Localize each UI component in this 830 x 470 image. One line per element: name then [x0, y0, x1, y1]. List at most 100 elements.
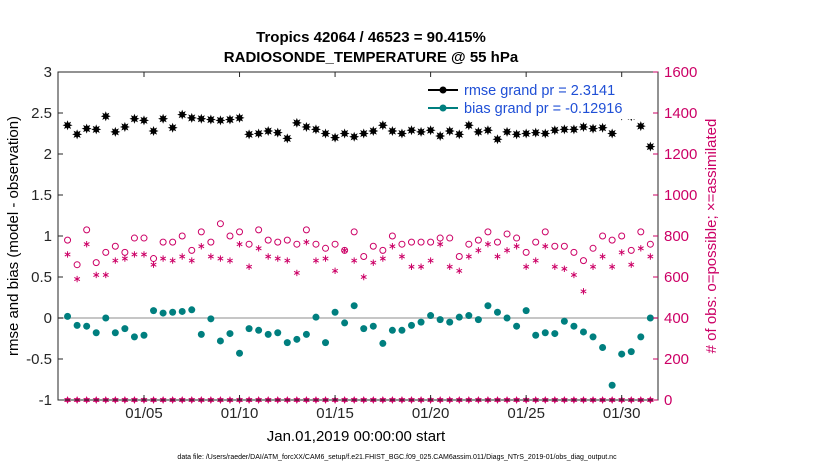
right-tick-label-4: 600 — [664, 269, 689, 286]
assimilated-point-57 — [599, 253, 606, 260]
possible-point-31 — [350, 228, 358, 236]
possible-point-45 — [484, 228, 492, 236]
bias-point-43 — [465, 312, 473, 320]
possible-point-13 — [178, 232, 186, 240]
possible-point-54 — [570, 248, 578, 256]
assimilated-point-37 — [408, 263, 415, 270]
possible-point-36 — [398, 240, 406, 248]
possible-point-55 — [579, 257, 587, 265]
bias-point-1 — [64, 312, 72, 320]
assimilated-point-2 — [74, 275, 81, 283]
rmse-point-47 — [502, 126, 513, 137]
rmse-point-40 — [435, 130, 446, 141]
assimilated-point-23 — [274, 255, 281, 262]
bias-point-37 — [408, 321, 416, 329]
possible-point-24 — [283, 236, 291, 244]
rmse-point-13 — [177, 109, 188, 120]
rmse-point-52 — [549, 125, 560, 136]
rmse-point-51 — [540, 128, 551, 139]
bias-point-53 — [560, 317, 568, 325]
rmse-point-21 — [253, 128, 264, 139]
rmse-point-23 — [272, 127, 283, 138]
assimilated-point-52 — [551, 263, 558, 270]
possible-point-56 — [589, 244, 597, 252]
possible-point-34 — [379, 246, 387, 254]
assimilated-point-58 — [609, 263, 616, 270]
rmse-point-33 — [368, 126, 379, 137]
assimilated-point-43 — [465, 253, 472, 260]
possible-point-35 — [388, 232, 396, 240]
bias-point-4 — [92, 329, 100, 337]
assimilated-point-10 — [150, 261, 157, 268]
rmse-point-22 — [263, 126, 274, 137]
assimilated-point-15 — [198, 243, 205, 250]
possible-point-39 — [427, 238, 435, 246]
rmse-point-58 — [607, 128, 618, 139]
assimilated-point-31 — [351, 257, 358, 264]
possible-point-9 — [140, 234, 148, 242]
x-tick-label-3: 01/15 — [316, 405, 354, 422]
bias-point-30 — [341, 319, 349, 327]
rmse-point-41 — [444, 126, 455, 137]
bias-point-7 — [121, 325, 129, 333]
x-axis-label: Jan.01,2019 00:00:00 start — [267, 428, 446, 445]
rmse-point-31 — [349, 131, 360, 142]
bias-point-34 — [379, 339, 387, 347]
assimilated-point-32 — [360, 273, 367, 281]
rmse-point-55 — [578, 121, 589, 132]
rmse-point-17 — [215, 115, 226, 126]
data-marks — [62, 109, 656, 404]
bias-point-31 — [350, 302, 358, 310]
rmse-point-18 — [224, 114, 235, 125]
x-tick-label-1: 01/05 — [125, 405, 163, 422]
assimilated-point-42 — [456, 267, 463, 275]
possible-point-6 — [111, 242, 119, 250]
rmse-point-49 — [521, 128, 532, 139]
left-tick-label-1: -1 — [39, 392, 52, 409]
x-tick-label-5: 01/25 — [507, 405, 545, 422]
bias-point-21 — [255, 326, 263, 334]
possible-point-3 — [83, 226, 91, 234]
rmse-point-39 — [425, 125, 436, 136]
bias-point-60 — [627, 348, 635, 356]
assimilated-point-3 — [83, 241, 90, 248]
rmse-point-5 — [100, 111, 111, 122]
assimilated-point-46 — [494, 253, 501, 260]
possible-point-32 — [360, 253, 368, 260]
bias-point-44 — [474, 316, 482, 324]
plot-area — [58, 72, 658, 400]
assimilated-point-24 — [284, 257, 291, 264]
rmse-point-10 — [148, 126, 159, 137]
bias-point-57 — [599, 344, 607, 352]
assimilated-point-4 — [93, 271, 100, 279]
possible-point-37 — [408, 238, 416, 246]
possible-point-58 — [608, 236, 616, 244]
bias-point-56 — [589, 333, 597, 341]
possible-point-53 — [560, 242, 568, 250]
possible-point-25 — [293, 240, 301, 248]
assimilated-point-45 — [484, 241, 491, 248]
assimilated-point-16 — [207, 253, 214, 260]
left-tick-label-6: 1.5 — [31, 187, 52, 204]
right-tick-label-7: 1200 — [664, 146, 697, 163]
rmse-point-45 — [482, 125, 493, 136]
possible-point-60 — [627, 246, 635, 254]
assimilated-point-21 — [255, 245, 262, 252]
assimilated-point-13 — [179, 253, 186, 260]
assimilated-point-14 — [188, 257, 195, 264]
bias-point-24 — [283, 339, 291, 347]
assimilated-point-19 — [236, 241, 243, 248]
assimilated-point-11 — [160, 255, 167, 262]
legend: rmse grand pr = 2.3141 bias grand pr = -… — [422, 79, 652, 119]
assimilated-point-6 — [112, 257, 119, 264]
assimilated-point-35 — [389, 243, 396, 250]
right-tick-label-5: 800 — [664, 228, 689, 245]
assimilated-point-9 — [140, 251, 148, 258]
rmse-point-9 — [138, 115, 149, 126]
data-file-footnote: data file: /Users/raeder/DAI/ATM_forcXX/… — [177, 454, 617, 461]
bias-point-40 — [436, 316, 444, 324]
assimilated-point-38 — [418, 263, 425, 270]
right-tick-label-6: 1000 — [664, 187, 697, 204]
bias-point-35 — [388, 326, 396, 334]
possible-point-17 — [216, 220, 224, 228]
